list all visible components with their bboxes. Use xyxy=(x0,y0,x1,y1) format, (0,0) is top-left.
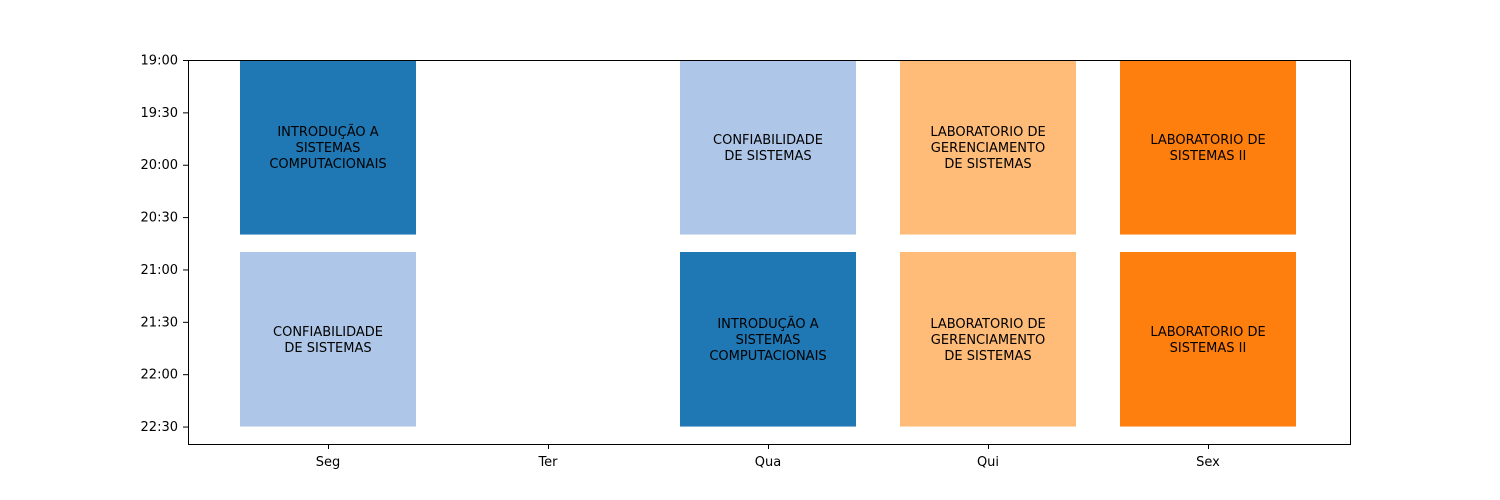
schedule-block-bar xyxy=(680,252,856,427)
y-tick-label: 22:30 xyxy=(141,420,178,435)
y-tick-label: 20:30 xyxy=(141,211,178,226)
schedule-block-bar xyxy=(240,252,416,427)
schedule-block-label: LABORATORIO DE xyxy=(1150,133,1265,148)
schedule-block-label: GERENCIAMENTO xyxy=(931,333,1045,348)
schedule-block-label: SISTEMAS xyxy=(736,333,801,348)
schedule-block-label: DE SISTEMAS xyxy=(944,157,1031,172)
y-tick-label: 21:00 xyxy=(141,263,178,278)
blocks-layer: INTRODUÇÃO ASISTEMASCOMPUTACIONAISCONFIA… xyxy=(240,60,1296,427)
x-tick-label: Seg xyxy=(316,455,341,470)
x-tick-label: Qua xyxy=(755,455,781,470)
schedule-block-label: DE SISTEMAS xyxy=(944,349,1031,364)
y-tick-label: 20:00 xyxy=(141,158,178,173)
schedule-block-label: INTRODUÇÃO A xyxy=(717,316,818,332)
y-tick-label: 21:30 xyxy=(141,315,178,330)
schedule-block-label: LABORATORIO DE xyxy=(930,317,1045,332)
schedule-block-label: SISTEMAS xyxy=(296,141,361,156)
schedule-block-bar xyxy=(1120,60,1296,235)
schedule-block-label: LABORATORIO DE xyxy=(1150,325,1265,340)
x-tick-label: Ter xyxy=(537,455,558,470)
schedule-block-label: CONFIABILIDADE xyxy=(713,133,823,148)
schedule-block-label: INTRODUÇÃO A xyxy=(277,124,378,140)
schedule-block-label: COMPUTACIONAIS xyxy=(269,157,386,172)
schedule-block-label: GERENCIAMENTO xyxy=(931,141,1045,156)
schedule-block-label: SISTEMAS II xyxy=(1170,149,1247,164)
axes-layer: 19:00 19:30 20:00 20:30 21:00 21:30 22:00 22:30… xyxy=(141,54,1221,471)
schedule-block-label: SISTEMAS II xyxy=(1170,341,1247,356)
schedule-block-bar xyxy=(680,60,856,235)
y-tick-label: 22:00 xyxy=(141,368,178,383)
schedule-block-bar xyxy=(240,60,416,235)
y-tick-label: 19:00 xyxy=(141,54,178,69)
x-tick-label: Qui xyxy=(977,455,999,470)
schedule-block-bar xyxy=(1120,252,1296,427)
schedule-block-label: DE SISTEMAS xyxy=(724,149,811,164)
schedule-block-label: LABORATORIO DE xyxy=(930,125,1045,140)
y-tick-label: 19:30 xyxy=(141,106,178,121)
x-tick-label: Sex xyxy=(1196,455,1220,470)
schedule-block-bar xyxy=(900,252,1076,427)
schedule-block-label: CONFIABILIDADE xyxy=(273,325,383,340)
plot-frame xyxy=(188,60,1351,445)
schedule-block-label: COMPUTACIONAIS xyxy=(709,349,826,364)
schedule-block-label: DE SISTEMAS xyxy=(284,341,371,356)
schedule-block-bar xyxy=(900,60,1076,235)
